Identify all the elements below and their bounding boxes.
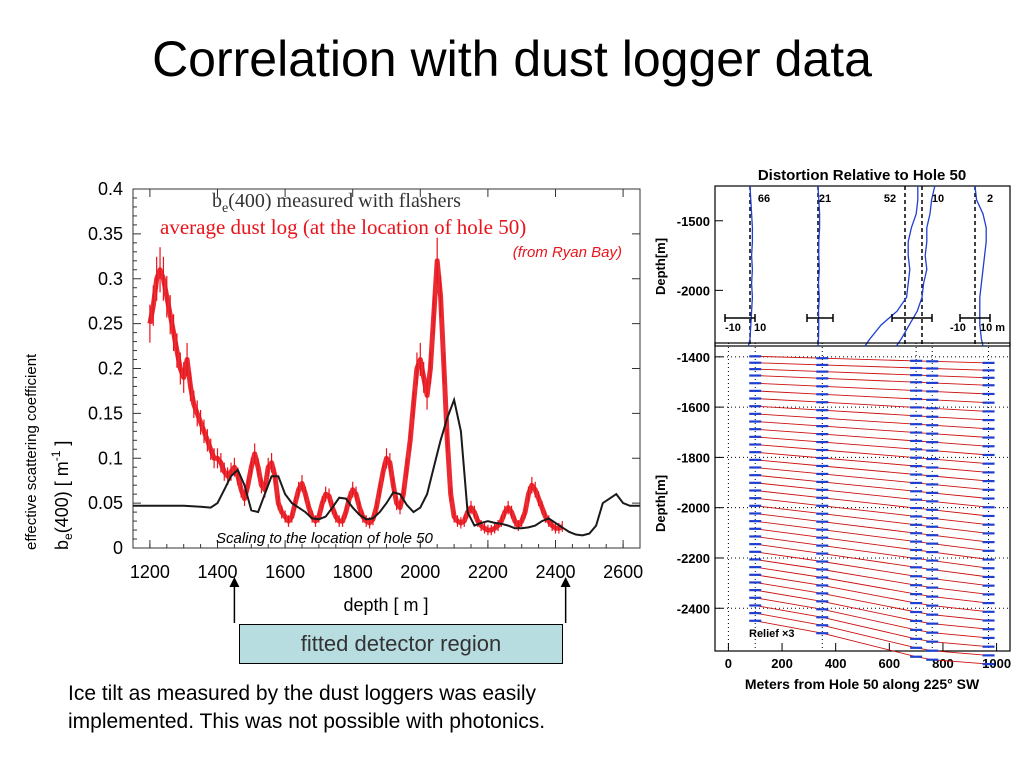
tilt-x-tick-label: 400 [825,656,847,671]
y-tick-label: 0.1 [98,448,123,468]
distortion-y-tick-label: -2000 [677,283,710,298]
y-tick-label: 0.35 [88,224,123,244]
plot-area [132,188,641,549]
tilt-x-tick-label: 1000 [982,656,1011,671]
x-tick-label: 2600 [603,562,643,582]
y-tick-label: 0.4 [98,179,123,199]
dust-layer-line [755,368,989,379]
tilt-x-tick-label: 0 [725,656,732,671]
hole-distortion-line [974,185,987,347]
relief-label: Relief ×3 [749,628,795,640]
y-tick-label: 0.2 [98,359,123,379]
tilt-y-label: Depth[m] [653,475,668,532]
scale-right-max: 10 m [980,322,1005,334]
y-ticks: 0 0.05 0.1 0.15 0.2 0.25 0.3 0.35 0.4 [88,179,640,558]
dust-layer-line [755,543,989,578]
dust-layer-line [755,528,989,560]
dust-layer-line [755,428,989,447]
x-tick-label: 1800 [333,562,373,582]
distortion-y-label: Depth[m] [653,238,668,295]
hole-label: 52 [884,193,896,205]
tilt-x-tick-label: 600 [878,656,900,671]
hole-label: 2 [987,193,993,205]
dust-layer-line [755,398,989,412]
y-tick-label: 0.05 [88,493,123,513]
hole-distortion-line [895,185,936,347]
dust-layer-line [755,497,989,526]
series-group [133,237,640,537]
tilt-y-tick-label: -1600 [677,400,710,415]
hole-label: 10 [932,193,944,205]
tilt-plot-area [714,342,1011,652]
dust-layer-line [755,375,989,386]
hole-label: 66 [758,193,770,205]
scale-left-min: -10 [725,322,741,334]
y-tick-label: 0.25 [88,314,123,334]
x-tick-label: 2400 [535,562,575,582]
hole-distortion-line [747,185,754,347]
x-tick-label: 1200 [130,562,170,582]
slide-title: Correlation with dust logger data [152,31,872,87]
region-arrow-head [560,577,571,587]
scattering-chart: effective scattering coefficient be(400)… [23,179,643,615]
tilt-y-tick-label: -2000 [677,501,710,516]
dust-layer-line [755,444,989,465]
tilt-y-tick-label: -2400 [677,601,710,616]
tilt-x-tick-label: 200 [771,656,793,671]
distortion-chart: Distortion Relative to Hole 50 Depth[m] … [653,167,1011,347]
x-tick-label: 1600 [265,562,305,582]
hole-distortion-line [864,186,919,347]
distortion-title: Distortion Relative to Hole 50 [758,167,966,184]
caption: Ice tilt as measured by the dust loggers… [68,680,688,736]
dust-layer-line [755,505,989,534]
legend-black: be(400) measured with flashers [212,190,461,216]
tilt-chart: Depth[m] Meters from Hole 50 along 225° … [653,342,1011,692]
y-tick-label: 0.3 [98,269,123,289]
x-tick-label: 1400 [197,562,237,582]
y-axis-outer-label: effective scattering coefficient [23,353,40,550]
x-axis-label: depth [ m ] [343,595,428,615]
y-tick-label: 0 [113,538,123,558]
dust-layer-line [755,362,989,371]
x-tick-label: 2200 [468,562,508,582]
y-axis-label: be(400) [ m-1 ] [49,441,75,550]
dust-layer-line [755,574,989,613]
dust-layer-line [755,520,989,552]
y-tick-label: 0.15 [88,403,123,423]
tilt-x-tick-label: 800 [932,656,954,671]
caption-line-2: implemented. This was not possible with … [68,710,546,733]
hole-label: 21 [819,193,831,205]
x-tick-label: 2000 [400,562,440,582]
legend-red: average dust log (at the location of hol… [160,215,526,239]
distortion-y-tick-label: -1500 [677,214,710,229]
hole-distortion-line [817,185,821,347]
scaling-note: Scaling to the location of hole 50 [216,530,433,547]
x-ticks: 1200 1400 1600 1800 2000 2200 2400 2600 [130,189,643,582]
tilt-x-label: Meters from Hole 50 along 225° SW [745,676,980,692]
tilt-y-tick-label: -2200 [677,551,710,566]
dust-layer-line [755,589,989,630]
dust-layer-line [755,405,989,421]
dust-layer-line [755,559,989,595]
scale-right-min: -10 [950,322,966,334]
fitted-region-arrows [229,577,571,623]
region-arrow-head [229,577,240,587]
scale-left-max: 10 [754,322,766,334]
tilt-y-tick-label: -1400 [677,350,710,365]
dust-layer-line [755,513,989,543]
tilt-y-tick-label: -1800 [677,450,710,465]
flasher-line [133,396,640,537]
dust-layer-line [755,451,989,473]
dust-layer-line [755,436,989,456]
source-note: (from Ryan Bay) [513,244,622,261]
caption-line-1: Ice tilt as measured by the dust loggers… [68,682,537,705]
fitted-region-label: fitted detector region [239,624,563,664]
dust-layer-line [755,536,989,569]
distortion-plot-area [714,185,1011,347]
dust-layer-line [755,582,989,621]
dust-layer-line [755,421,989,438]
dust-layer-line [755,413,989,430]
